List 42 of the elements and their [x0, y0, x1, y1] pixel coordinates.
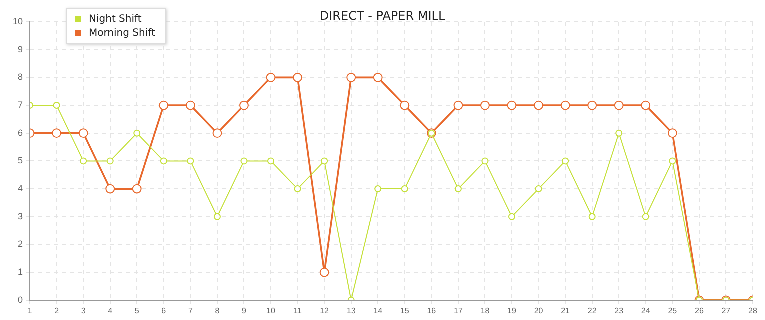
x-tick-label: 1 — [28, 306, 33, 316]
x-tick-label: 23 — [614, 306, 624, 316]
x-tick-label: 11 — [294, 306, 302, 316]
legend-label: Morning Shift — [88, 26, 156, 40]
x-tick-label: 16 — [427, 306, 437, 316]
y-tick-label: 0 — [18, 294, 24, 305]
y-tick-label: 3 — [18, 211, 24, 222]
x-tick-label: 14 — [374, 306, 384, 316]
x-tick-label: 8 — [215, 306, 220, 316]
x-tick-label: 24 — [641, 306, 651, 316]
chart-title: DIRECT - PAPER MILL — [320, 9, 446, 23]
y-tick-label: 8 — [18, 72, 24, 82]
legend-label: Night Shift — [88, 12, 143, 26]
y-tick-label: 6 — [18, 128, 24, 138]
x-tick-label: 28 — [748, 306, 758, 316]
x-tick-label: 3 — [81, 306, 86, 316]
x-tick-label: 20 — [534, 306, 544, 316]
x-tick-label: 10 — [266, 306, 276, 316]
x-tick-label: 9 — [242, 306, 248, 316]
x-tick-label: 5 — [134, 306, 140, 316]
x-tick-label: 18 — [480, 306, 490, 316]
x-tick-label: 7 — [188, 306, 194, 316]
x-tick-label: 2 — [54, 306, 60, 316]
x-tick-label: 25 — [668, 306, 678, 316]
y-tick-label: 5 — [18, 156, 24, 166]
x-tick-label: 12 — [320, 306, 330, 316]
y-tick-label: 9 — [18, 44, 24, 54]
y-tick-label: 10 — [12, 16, 24, 26]
x-tick-label: 15 — [400, 306, 410, 316]
x-tick-label: 27 — [722, 306, 732, 316]
x-tick-label: 21 — [561, 306, 571, 316]
x-tick-label: 6 — [162, 306, 167, 316]
x-tick-label: 17 — [454, 306, 464, 316]
x-tick-label: 19 — [508, 306, 517, 316]
y-tick-label: 1 — [18, 267, 24, 278]
x-tick-label: 26 — [694, 306, 704, 316]
x-tick-label: 13 — [346, 306, 356, 316]
x-tick-label: 4 — [108, 306, 114, 316]
x-tick-label: 22 — [588, 306, 598, 316]
y-tick-label: 7 — [18, 100, 24, 110]
y-tick-label: 4 — [18, 184, 24, 194]
y-tick-label: 2 — [18, 239, 24, 250]
